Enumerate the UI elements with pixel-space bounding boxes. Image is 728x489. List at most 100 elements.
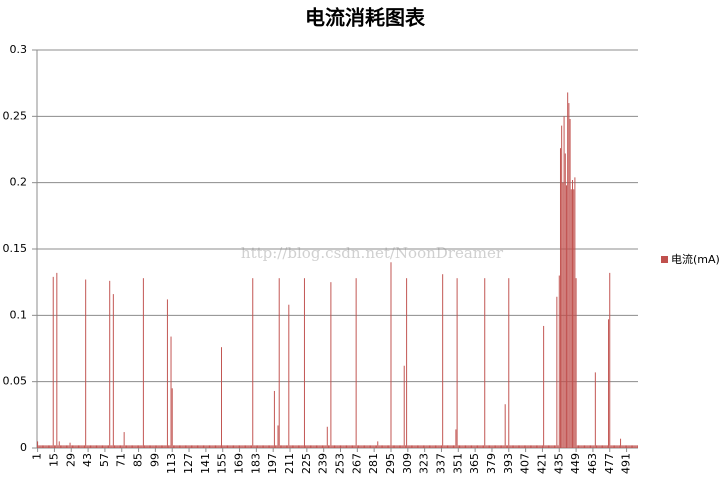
- bar: [312, 445, 314, 448]
- bar: [162, 445, 164, 448]
- x-tick-label: 351: [451, 453, 464, 474]
- bar: [398, 445, 400, 448]
- bar: [266, 445, 268, 448]
- bar: [533, 445, 535, 448]
- y-tick-label: 0.05: [3, 375, 28, 388]
- bar: [248, 445, 250, 448]
- bar: [585, 445, 587, 448]
- bar: [501, 445, 503, 448]
- bar: [211, 445, 213, 448]
- bar: [272, 445, 274, 448]
- bar: [465, 445, 466, 448]
- bar: [384, 445, 386, 448]
- bar: [335, 445, 337, 448]
- bar: [615, 445, 617, 448]
- bar: [223, 445, 225, 448]
- bar: [515, 445, 517, 448]
- bar: [69, 442, 71, 448]
- bar: [502, 445, 504, 448]
- bar: [433, 445, 435, 448]
- bar: [510, 445, 512, 448]
- bar: [481, 445, 483, 448]
- bar: [346, 445, 347, 448]
- bar: [371, 445, 373, 448]
- bar: [407, 445, 409, 448]
- x-tick-label: 183: [249, 453, 262, 474]
- bar: [534, 445, 536, 448]
- bar: [466, 445, 468, 448]
- bar: [413, 445, 415, 448]
- bar: [537, 445, 539, 448]
- bar: [367, 445, 369, 448]
- x-tick-label: 253: [334, 453, 347, 474]
- bar: [600, 445, 602, 448]
- bar: [454, 445, 456, 448]
- bar: [353, 445, 355, 448]
- bar: [531, 445, 533, 448]
- x-tick-label: 379: [485, 453, 498, 474]
- bar: [302, 445, 304, 448]
- bar: [590, 445, 592, 448]
- bar: [326, 426, 328, 448]
- bar: [620, 438, 622, 448]
- bar: [148, 445, 150, 448]
- bar: [314, 445, 316, 448]
- bar: [165, 445, 167, 448]
- bar: [602, 445, 604, 448]
- bar: [412, 445, 414, 448]
- bar: [300, 445, 302, 448]
- bar: [63, 445, 65, 448]
- bar: [475, 445, 477, 448]
- bar: [632, 445, 634, 448]
- bar: [372, 445, 374, 448]
- bar: [293, 445, 295, 448]
- bar: [112, 294, 114, 448]
- bar: [204, 445, 206, 448]
- bar: [288, 304, 290, 448]
- bar: [376, 445, 378, 448]
- bar: [489, 445, 491, 448]
- bar: [190, 445, 192, 448]
- bar: [355, 278, 357, 448]
- bar: [578, 445, 579, 448]
- bar: [332, 445, 334, 448]
- bar: [245, 445, 247, 448]
- bar: [110, 445, 112, 448]
- bar: [164, 445, 166, 448]
- bar: [142, 278, 144, 448]
- x-tick-label: 211: [283, 453, 296, 474]
- bar: [62, 445, 64, 448]
- bar: [77, 445, 79, 448]
- bar: [562, 182, 564, 448]
- bar: [41, 445, 43, 448]
- legend-label: 电流(mA): [671, 252, 720, 266]
- bar: [188, 445, 190, 448]
- bar: [171, 388, 173, 448]
- bar: [241, 445, 243, 448]
- bar: [91, 445, 93, 448]
- bar: [591, 445, 593, 448]
- bar: [156, 445, 158, 448]
- bar: [517, 445, 519, 448]
- bar: [422, 445, 424, 448]
- bar: [410, 445, 412, 448]
- x-tick-label: 295: [384, 453, 397, 474]
- x-tick-label: 225: [300, 453, 313, 474]
- bar: [289, 445, 291, 448]
- bar: [96, 445, 97, 448]
- bar: [394, 445, 396, 448]
- bar: [373, 445, 375, 448]
- bar: [455, 429, 457, 448]
- bar: [421, 445, 423, 448]
- bar: [307, 445, 309, 448]
- bar: [74, 445, 76, 448]
- bar: [385, 445, 387, 448]
- x-tick-label: 29: [64, 453, 77, 467]
- bar: [40, 445, 42, 448]
- bar: [285, 445, 287, 448]
- bar: [404, 445, 406, 448]
- bar: [370, 445, 372, 448]
- bar: [83, 445, 85, 448]
- bar: [574, 177, 576, 449]
- chart-title: 电流消耗图表: [305, 6, 426, 30]
